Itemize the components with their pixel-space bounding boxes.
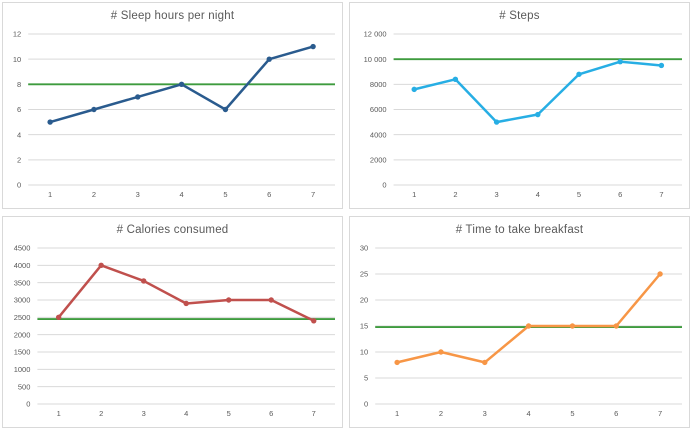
svg-text:2: 2 xyxy=(92,190,96,199)
chart-panel-calories[interactable]: 0 500 1000 1500 2000 2500 3000 3500 4000 4500 1 2 3 4… xyxy=(2,216,343,428)
svg-text:3000: 3000 xyxy=(14,296,31,305)
svg-text:7: 7 xyxy=(311,190,315,199)
svg-text:4000: 4000 xyxy=(14,261,31,270)
svg-text:1500: 1500 xyxy=(14,348,31,357)
svg-text:5: 5 xyxy=(223,190,227,199)
svg-text:1000: 1000 xyxy=(14,365,31,374)
svg-text:20: 20 xyxy=(360,296,368,305)
svg-text:3500: 3500 xyxy=(14,278,31,287)
svg-text:4: 4 xyxy=(184,409,188,418)
svg-text:3: 3 xyxy=(483,409,487,418)
svg-text:1: 1 xyxy=(48,190,52,199)
svg-text:15: 15 xyxy=(360,322,368,331)
svg-text:500: 500 xyxy=(18,382,31,391)
svg-text:4: 4 xyxy=(180,190,184,199)
svg-text:0: 0 xyxy=(382,181,386,190)
calories-line-chart: 0 500 1000 1500 2000 2500 3000 3500 4000 4500 1 2 3 4… xyxy=(14,244,335,418)
svg-text:6: 6 xyxy=(269,409,273,418)
svg-text:0: 0 xyxy=(26,400,30,409)
svg-text:8000: 8000 xyxy=(370,80,387,89)
svg-text:7: 7 xyxy=(659,190,663,199)
svg-text:12 000: 12 000 xyxy=(364,30,387,39)
svg-text:0: 0 xyxy=(17,181,21,190)
svg-text:7: 7 xyxy=(658,409,662,418)
svg-text:2: 2 xyxy=(453,190,457,199)
svg-text:4: 4 xyxy=(527,409,531,418)
steps-line-chart: 0 2000 4000 6000 8000 10 000 12 000 1 2 3 4 5 6 7 xyxy=(364,30,682,199)
svg-text:6: 6 xyxy=(618,190,622,199)
svg-text:2000: 2000 xyxy=(14,330,31,339)
svg-text:2500: 2500 xyxy=(14,313,31,322)
chart-panel-breakfast[interactable]: 0 5 10 15 20 25 30 1 2 3 4 5 6 7 # Time to take break… xyxy=(349,216,690,428)
svg-text:8: 8 xyxy=(17,80,21,89)
svg-text:5: 5 xyxy=(227,409,231,418)
svg-text:7: 7 xyxy=(312,409,316,418)
svg-text:4: 4 xyxy=(17,130,21,139)
chart-panel-sleep[interactable]: 0 2 4 6 8 10 12 1 2 3 4 5 6 7 # Sleep hours per night xyxy=(2,2,343,209)
svg-text:10: 10 xyxy=(13,55,21,64)
svg-text:0: 0 xyxy=(364,400,368,409)
svg-text:6: 6 xyxy=(17,105,21,114)
svg-text:3: 3 xyxy=(142,409,146,418)
svg-text:10 000: 10 000 xyxy=(364,55,387,64)
svg-text:10: 10 xyxy=(360,348,368,357)
svg-text:4: 4 xyxy=(536,190,540,199)
breakfast-line-chart: 0 5 10 15 20 25 30 1 2 3 4 5 6 7 xyxy=(360,244,682,418)
chart-panel-steps[interactable]: 0 2000 4000 6000 8000 10 000 12 000 1 2 3 4 5 6 7 # S… xyxy=(349,2,690,209)
svg-text:2000: 2000 xyxy=(370,155,387,164)
svg-text:2: 2 xyxy=(99,409,103,418)
svg-text:1: 1 xyxy=(412,190,416,199)
svg-text:3: 3 xyxy=(495,190,499,199)
svg-text:6: 6 xyxy=(267,190,271,199)
svg-text:25: 25 xyxy=(360,270,368,279)
svg-text:12: 12 xyxy=(13,30,21,39)
svg-text:30: 30 xyxy=(360,244,368,253)
svg-text:4000: 4000 xyxy=(370,130,387,139)
svg-text:3: 3 xyxy=(136,190,140,199)
svg-text:5: 5 xyxy=(364,374,368,383)
svg-text:1: 1 xyxy=(57,409,61,418)
svg-text:2: 2 xyxy=(439,409,443,418)
svg-text:1: 1 xyxy=(395,409,399,418)
svg-text:6000: 6000 xyxy=(370,105,387,114)
svg-text:6: 6 xyxy=(614,409,618,418)
svg-text:4500: 4500 xyxy=(14,244,31,253)
svg-text:5: 5 xyxy=(570,409,574,418)
svg-text:5: 5 xyxy=(577,190,581,199)
svg-text:2: 2 xyxy=(17,155,21,164)
